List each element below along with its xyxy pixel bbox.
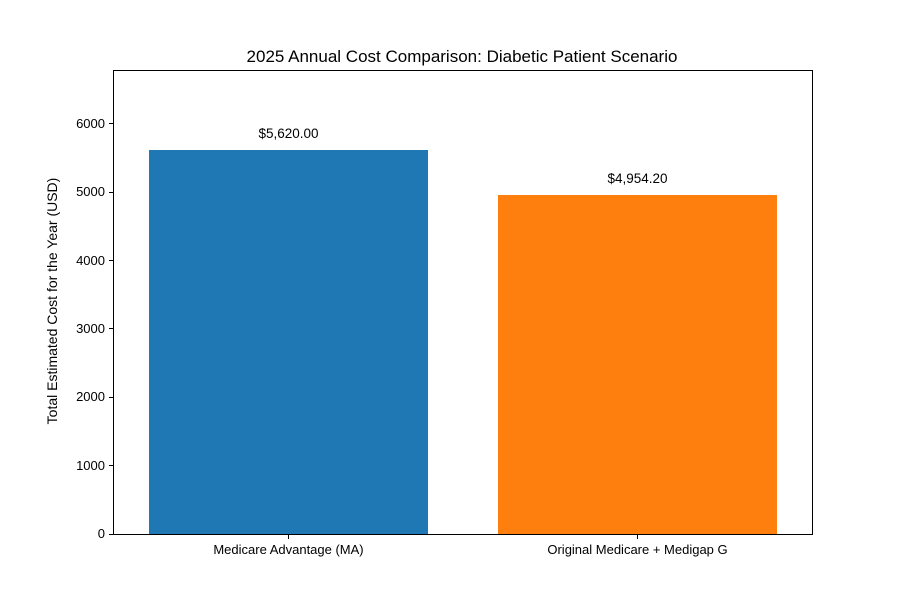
- y-tick-mark: [109, 191, 113, 193]
- y-tick-label: 0: [97, 526, 105, 541]
- bar-original-medicare-medigap: [497, 195, 778, 534]
- y-axis-title: Total Estimated Cost for the Year (USD): [44, 177, 60, 425]
- y-tick-label: 1000: [76, 457, 105, 473]
- y-tick-mark: [109, 533, 113, 535]
- plot-area: 0 1000 2000 3000 4000 5000 6000 $5,620.00 $4,95…: [76, 70, 813, 557]
- x-tick-mark: [637, 535, 638, 539]
- x-tick-label: Original Medicare + Medigap G: [547, 542, 728, 557]
- bar-medicare-advantage: [148, 149, 429, 534]
- y-tick-mark: [109, 465, 113, 467]
- y-tick-mark: [109, 396, 113, 398]
- y-tick-mark: [109, 260, 113, 262]
- chart-title: 2025 Annual Cost Comparison: Diabetic Pa…: [246, 47, 678, 66]
- bar-value-label: $4,954.20: [607, 171, 668, 187]
- y-tick-label: 6000: [76, 115, 105, 131]
- x-tick-label: Medicare Advantage (MA): [213, 542, 364, 557]
- y-tick-label: 4000: [76, 252, 105, 268]
- y-tick-label: 5000: [76, 184, 105, 200]
- bar-value-label: $5,620.00: [258, 125, 319, 141]
- y-tick-mark: [109, 328, 113, 330]
- y-tick-label: 2000: [76, 389, 105, 405]
- x-tick-mark: [288, 535, 289, 539]
- y-tick-label: 3000: [76, 320, 105, 336]
- y-tick-mark: [109, 123, 113, 125]
